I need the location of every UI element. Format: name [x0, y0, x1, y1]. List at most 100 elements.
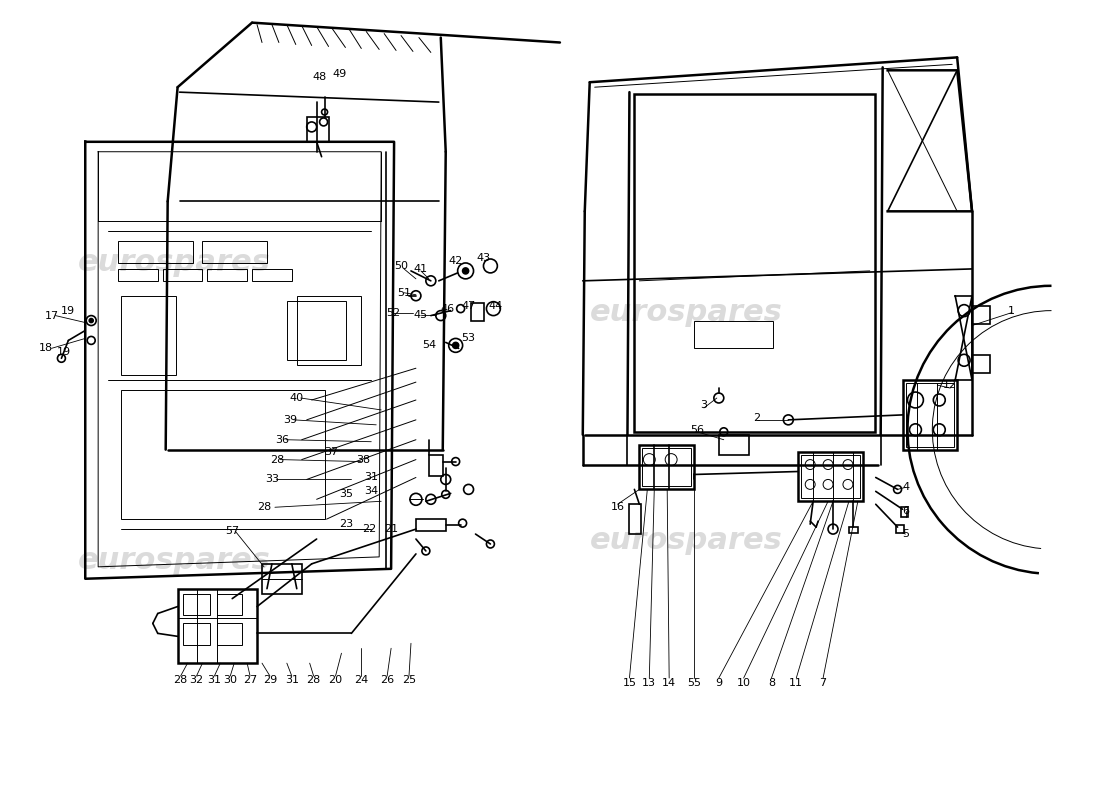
Bar [218, 594, 242, 615]
Bar [895, 525, 903, 533]
Text: 46: 46 [441, 304, 454, 314]
Text: 19: 19 [62, 306, 76, 316]
Text: 32: 32 [189, 675, 204, 685]
Text: 28: 28 [257, 502, 271, 512]
Bar [639, 445, 694, 490]
Text: 13: 13 [642, 678, 657, 688]
Text: 54: 54 [421, 340, 436, 350]
Bar [121, 390, 324, 519]
Bar [849, 527, 858, 533]
Bar [307, 117, 329, 142]
Text: 37: 37 [324, 446, 339, 457]
Text: 31: 31 [285, 675, 299, 685]
Bar [202, 241, 267, 263]
Bar [297, 296, 361, 366]
Text: 12: 12 [943, 380, 957, 390]
Text: 16: 16 [610, 502, 625, 512]
Bar [252, 269, 292, 281]
Text: 31: 31 [207, 675, 221, 685]
Text: 7: 7 [820, 678, 827, 688]
Text: 19: 19 [56, 347, 70, 358]
Text: 8: 8 [768, 678, 776, 688]
Text: 42: 42 [449, 256, 463, 266]
Text: 1: 1 [1009, 306, 1015, 316]
Text: 55: 55 [688, 678, 701, 688]
Bar [218, 623, 242, 646]
Text: 57: 57 [226, 526, 240, 536]
Text: 33: 33 [265, 474, 279, 485]
Text: 11: 11 [790, 678, 803, 688]
Bar [429, 454, 442, 477]
Text: 51: 51 [397, 288, 411, 298]
Text: 27: 27 [243, 675, 257, 685]
Text: 28: 28 [307, 675, 321, 685]
Bar [262, 564, 301, 594]
Bar [121, 296, 176, 375]
Text: 48: 48 [312, 72, 327, 82]
Text: 28: 28 [270, 454, 284, 465]
Bar [629, 504, 641, 534]
Text: 3: 3 [701, 400, 707, 410]
Bar [183, 594, 210, 615]
Text: 25: 25 [402, 675, 416, 685]
Bar [972, 306, 990, 323]
Text: 10: 10 [737, 678, 750, 688]
Text: 9: 9 [715, 678, 723, 688]
Text: 30: 30 [223, 675, 238, 685]
Text: 21: 21 [384, 524, 398, 534]
Text: eurospares: eurospares [590, 526, 782, 555]
Text: eurospares: eurospares [78, 546, 271, 575]
Text: 50: 50 [394, 261, 408, 271]
Text: 45: 45 [414, 310, 428, 319]
Text: 52: 52 [386, 308, 400, 318]
Text: 2: 2 [754, 413, 760, 423]
Text: 22: 22 [362, 524, 376, 534]
Text: 15: 15 [623, 678, 637, 688]
Bar [471, 302, 484, 321]
Text: 28: 28 [174, 675, 188, 685]
Text: 40: 40 [289, 393, 304, 403]
Bar [183, 623, 210, 646]
Circle shape [453, 342, 459, 348]
Bar [902, 380, 957, 450]
Text: 35: 35 [340, 490, 353, 499]
Bar [901, 507, 909, 517]
Text: 34: 34 [364, 486, 378, 496]
Text: 39: 39 [283, 415, 297, 425]
Text: 17: 17 [44, 310, 58, 321]
Circle shape [89, 318, 94, 322]
Bar [905, 383, 954, 446]
Bar [208, 269, 248, 281]
Text: 41: 41 [414, 264, 428, 274]
Circle shape [463, 268, 469, 274]
Text: 36: 36 [275, 434, 289, 445]
Text: 24: 24 [354, 675, 368, 685]
Text: 56: 56 [690, 425, 704, 434]
Text: 14: 14 [662, 678, 676, 688]
Bar [163, 269, 202, 281]
Text: 49: 49 [332, 70, 346, 79]
Text: 6: 6 [902, 506, 909, 516]
Text: 5: 5 [902, 529, 909, 539]
Bar [972, 355, 990, 373]
Text: 26: 26 [381, 675, 394, 685]
Bar [287, 301, 346, 360]
Bar [694, 321, 773, 348]
Bar [799, 452, 862, 502]
Bar [416, 519, 446, 531]
Bar [801, 454, 860, 498]
Text: eurospares: eurospares [78, 248, 271, 277]
Text: eurospares: eurospares [590, 298, 782, 326]
Text: 38: 38 [356, 454, 371, 465]
Bar [118, 241, 192, 263]
Bar [118, 269, 157, 281]
Text: 43: 43 [476, 253, 491, 263]
Text: 47: 47 [461, 301, 475, 310]
Text: 23: 23 [340, 519, 353, 529]
Bar [177, 589, 257, 663]
Text: 18: 18 [39, 343, 53, 354]
Text: 4: 4 [902, 482, 909, 492]
Bar [635, 94, 874, 432]
Text: 20: 20 [329, 675, 342, 685]
Text: 53: 53 [462, 334, 475, 343]
